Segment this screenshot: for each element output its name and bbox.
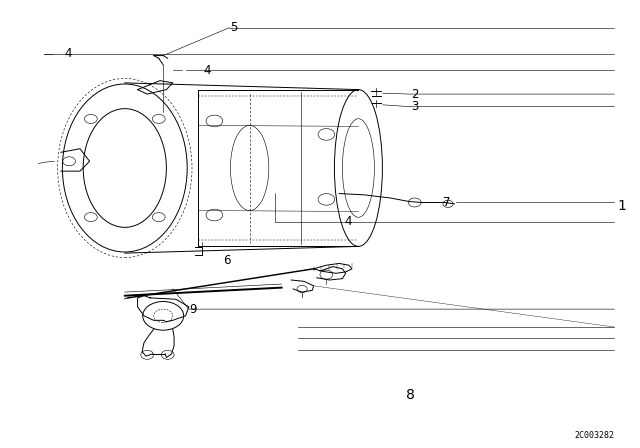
Text: 2: 2 bbox=[411, 87, 419, 101]
Text: 5: 5 bbox=[230, 21, 238, 34]
Text: 8: 8 bbox=[406, 388, 415, 402]
Text: 1: 1 bbox=[618, 199, 627, 213]
Text: 4: 4 bbox=[64, 47, 72, 60]
Text: 4: 4 bbox=[204, 64, 211, 77]
Text: 2C003282: 2C003282 bbox=[575, 431, 614, 440]
Text: 3: 3 bbox=[411, 100, 419, 113]
Text: 6: 6 bbox=[223, 254, 230, 267]
Text: 9: 9 bbox=[189, 302, 196, 316]
Text: 7: 7 bbox=[443, 196, 451, 209]
Text: 4: 4 bbox=[344, 215, 352, 228]
